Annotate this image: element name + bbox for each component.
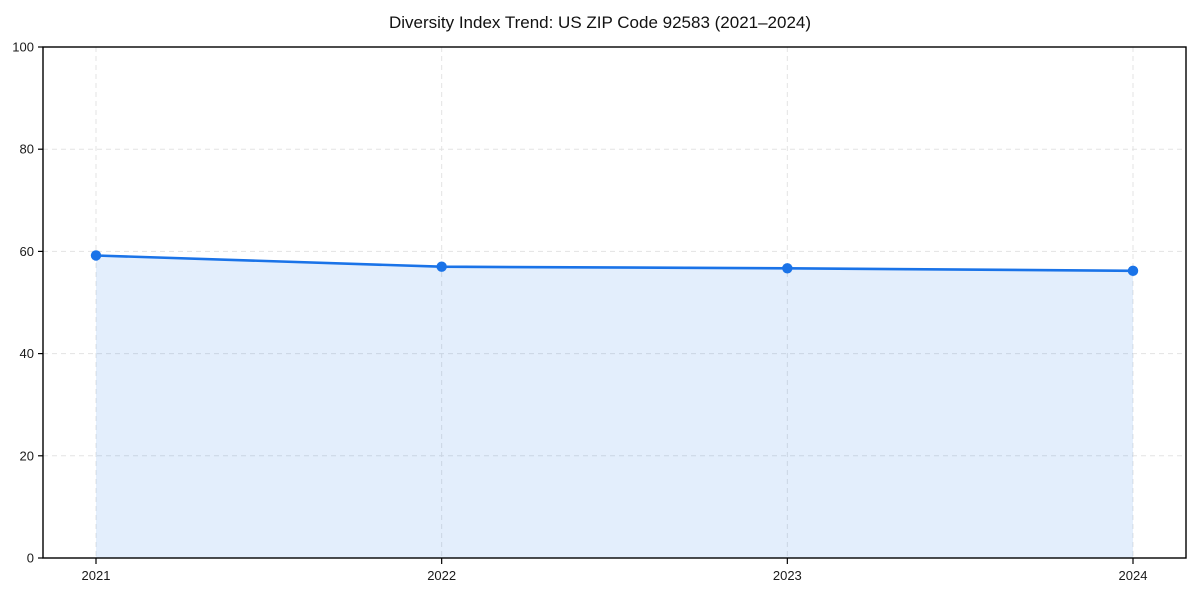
- y-tick-label: 0: [27, 551, 34, 566]
- x-tick-label: 2024: [1119, 568, 1148, 583]
- data-point: [782, 263, 793, 274]
- x-tick-label: 2023: [773, 568, 802, 583]
- plot-border: [42, 46, 1187, 559]
- trend-line: [94, 254, 1135, 273]
- data-point: [436, 261, 447, 272]
- area-fill: [96, 255, 1133, 558]
- x-tick-label: 2022: [427, 568, 456, 583]
- y-tick-label: 80: [20, 142, 34, 157]
- data-point: [90, 250, 102, 261]
- x-tick-label: 2021: [82, 568, 111, 583]
- y-tick-label: 100: [12, 40, 34, 55]
- y-tick-label: 40: [20, 346, 34, 361]
- y-tick-label: 20: [20, 448, 34, 463]
- y-tick-label: 60: [20, 244, 34, 259]
- chart-title: Diversity Index Trend: US ZIP Code 92583…: [388, 13, 812, 32]
- data-point: [1127, 265, 1139, 277]
